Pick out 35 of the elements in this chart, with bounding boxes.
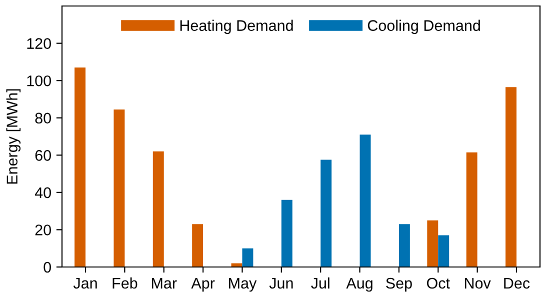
bar: [74, 68, 86, 267]
bar: [360, 134, 371, 267]
x-tick-label: Feb: [112, 277, 138, 289]
legend-label: Heating Demand: [180, 20, 293, 34]
bar: [438, 235, 450, 267]
x-tick-label: Jun: [269, 278, 293, 289]
bar: [398, 224, 410, 267]
bar: [506, 87, 516, 267]
y-tick-label: 40: [34, 187, 51, 198]
x-tick-label: Jul: [311, 277, 330, 289]
y-axis-title: Energy [MWh]: [6, 89, 21, 184]
x-tick-label: Dec: [504, 278, 530, 289]
x-tick-label: Nov: [464, 278, 491, 289]
x-tick-label: Sep: [386, 278, 412, 292]
bar: [114, 109, 125, 267]
bar: [192, 224, 204, 267]
bar: [281, 200, 292, 267]
bar: [466, 152, 478, 267]
bar: [427, 220, 438, 267]
x-tick-label: Jan: [73, 278, 97, 289]
y-tick-label: 0: [44, 262, 51, 273]
x-tick-label: Apr: [191, 278, 215, 292]
bar: [152, 151, 164, 267]
y-tick-label: 20: [35, 224, 51, 236]
y-tick-label: 60: [35, 150, 51, 161]
bar: [320, 160, 332, 267]
y-tick-label: 120: [27, 38, 51, 49]
x-tick-label: Mar: [152, 278, 177, 289]
legend-label: Cooling Demand: [368, 20, 480, 34]
y-tick-label: 80: [35, 112, 51, 124]
y-tick-label: 100: [27, 75, 51, 86]
x-tick-label: Aug: [346, 278, 372, 292]
x-tick-label: Oct: [426, 278, 450, 289]
bar: [242, 248, 254, 267]
x-tick-label: May: [229, 278, 257, 292]
